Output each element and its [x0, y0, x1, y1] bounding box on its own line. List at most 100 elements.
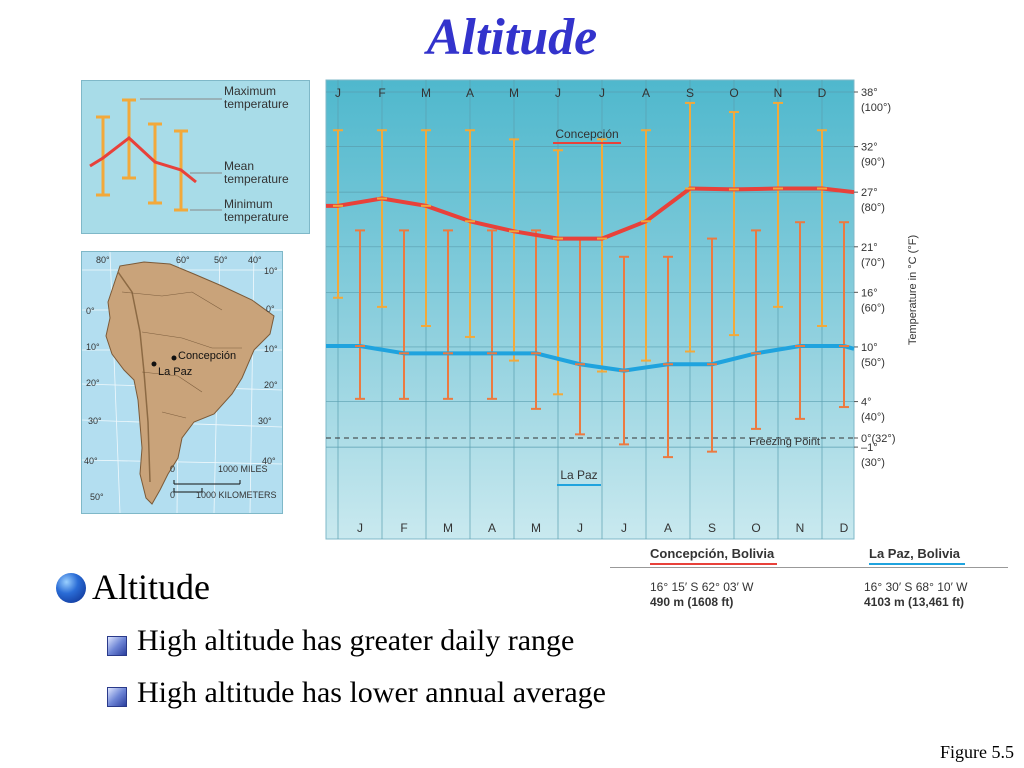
map-label-la-paz: La Paz — [158, 366, 193, 378]
month-label-top: O — [729, 86, 738, 100]
map-scale-zero-1: 0 — [170, 464, 176, 474]
y-tick-label-c: 21° — [861, 242, 878, 254]
map-scale-km: 1000 KILOMETERS — [196, 490, 277, 500]
legend-mean-label-2: temperature — [224, 172, 289, 186]
concepcion-coords: 16° 15′ S 62° 03′ W — [650, 580, 754, 594]
legend-mean-label-1: Mean — [224, 159, 255, 173]
map-lat-left-40: 40° — [84, 456, 98, 466]
y-tick-label-c: 16° — [861, 287, 878, 299]
concepcion-elevation: 490 m (1608 ft) — [650, 595, 734, 609]
series-label-la-paz: La Paz — [560, 468, 597, 482]
mean-line-concepcion — [326, 186, 855, 241]
figure-label: Figure 5.5 — [940, 742, 1014, 762]
y-tick-label-f: (50°) — [861, 357, 885, 369]
month-label-top: A — [466, 86, 474, 100]
map-label-concepcion: Concepción — [178, 350, 237, 362]
map-lat-left-30: 30° — [88, 416, 102, 426]
month-label-bottom: S — [708, 521, 716, 535]
y-tick-label-c: 4° — [861, 397, 872, 409]
station-divider — [610, 567, 1008, 568]
bullet-sub-1: High altitude has greater daily range — [137, 624, 575, 657]
y-tick-label-f: (30°) — [861, 457, 885, 469]
map-lat-left-0: 0° — [86, 306, 95, 316]
legend-max-label-2: temperature — [224, 97, 289, 111]
bullet-square-icon — [107, 636, 127, 656]
south-america-map: 80° 60° 50° 40° 0° 10° 20° 30° 40° 50° 1… — [81, 251, 283, 514]
month-label-top: A — [642, 86, 650, 100]
concepcion-underline — [650, 563, 777, 565]
lapaz-underline — [869, 563, 965, 565]
y-tick-label-c: 32° — [861, 142, 878, 154]
month-label-bottom: O — [751, 521, 760, 535]
lapaz-coords: 16° 30′ S 68° 10′ W — [864, 580, 968, 594]
slide-title: Altitude — [426, 9, 598, 66]
station-concepcion: Concepción, Bolivia — [650, 546, 774, 561]
legend-max-label-1: Maximum — [224, 84, 277, 98]
month-label-bottom: N — [796, 521, 805, 535]
month-label-bottom: J — [357, 521, 363, 535]
map-graphic — [82, 252, 282, 513]
series-label-concepcion: Concepción — [555, 127, 618, 141]
month-label-top: D — [818, 86, 827, 100]
month-label-top: J — [555, 86, 561, 100]
legend-min-label-2: temperature — [224, 210, 289, 224]
map-lon-80: 80° — [96, 255, 110, 265]
month-label-top: N — [774, 86, 783, 100]
mean-line-la-paz — [326, 344, 855, 373]
map-lat-left-10: 10° — [86, 342, 100, 352]
month-label-bottom: A — [488, 521, 496, 535]
map-lat-left-20: 20° — [86, 378, 100, 388]
map-lon-50: 50° — [214, 255, 228, 265]
map-scale-zero-2: 0 — [170, 490, 176, 500]
map-lon-60: 60° — [176, 255, 190, 265]
month-label-top: F — [378, 86, 385, 100]
lapaz-elevation: 4103 m (13,461 ft) — [864, 595, 965, 609]
month-label-bottom: F — [400, 521, 407, 535]
month-label-bottom: M — [531, 521, 541, 535]
y-tick-label-c: 27° — [861, 187, 878, 199]
lapaz-name: La Paz, Bolivia — [869, 546, 961, 561]
bullet-sub-2: High altitude has lower annual average — [137, 676, 606, 709]
map-lat-right-20: 20° — [264, 380, 278, 390]
y-tick-label-f: (40°) — [861, 412, 885, 424]
y-axis-title: Temperature in °C (°F) — [907, 235, 919, 345]
map-lat-right-40: 40° — [262, 456, 276, 466]
month-label-bottom: M — [443, 521, 453, 535]
legend-min-label-1: Minimum — [224, 197, 273, 211]
lapaz-info: 16° 30′ S 68° 10′ W 4103 m (13,461 ft) — [864, 580, 968, 610]
map-scale-miles: 1000 MILES — [218, 464, 268, 474]
y-tick-label-c: –1° — [861, 442, 878, 454]
temperature-chart: 38° (100°) 32° (90°) 27° (80°) 21° (70°) 16° (60°… — [325, 79, 919, 540]
map-lat-right-10s: 10° — [264, 344, 278, 354]
y-tick-label-c: 0°(32°) — [861, 433, 895, 445]
month-label-top: J — [335, 86, 341, 100]
month-label-top: S — [686, 86, 694, 100]
station-la-paz: La Paz, Bolivia — [869, 546, 960, 561]
y-tick-label-c: 10° — [861, 342, 878, 354]
y-tick-label-f: (90°) — [861, 157, 885, 169]
month-label-bottom: J — [621, 521, 627, 535]
map-lat-left-50: 50° — [90, 492, 104, 502]
bullet-square-icon — [107, 687, 127, 707]
freezing-point-label: Freezing Point — [749, 436, 820, 448]
legend-box: Maximum temperature Mean temperature Min… — [81, 80, 310, 234]
concepcion-info: 16° 15′ S 62° 03′ W 490 m (1608 ft) — [650, 580, 754, 610]
concepcion-dot — [171, 355, 177, 361]
month-label-bottom: D — [840, 521, 849, 535]
month-label-bottom: J — [577, 521, 583, 535]
y-tick-label-f: (100°) — [861, 102, 891, 114]
concepcion-name: Concepción, Bolivia — [650, 546, 775, 561]
map-lat-right-0: 0° — [266, 304, 275, 314]
month-label-top: M — [509, 86, 519, 100]
legend-diagram — [89, 98, 222, 212]
map-lon-40: 40° — [248, 255, 262, 265]
map-lat-right-10n: 10° — [264, 266, 278, 276]
bullet-main: Altitude — [92, 567, 210, 607]
la-paz-dot — [151, 361, 157, 367]
bullet-ball-icon — [56, 573, 86, 603]
month-label-bottom: A — [664, 521, 672, 535]
y-tick-label-f: (70°) — [861, 257, 885, 269]
plot-area — [325, 79, 855, 540]
month-label-top: J — [599, 86, 605, 100]
map-lat-right-30: 30° — [258, 416, 272, 426]
